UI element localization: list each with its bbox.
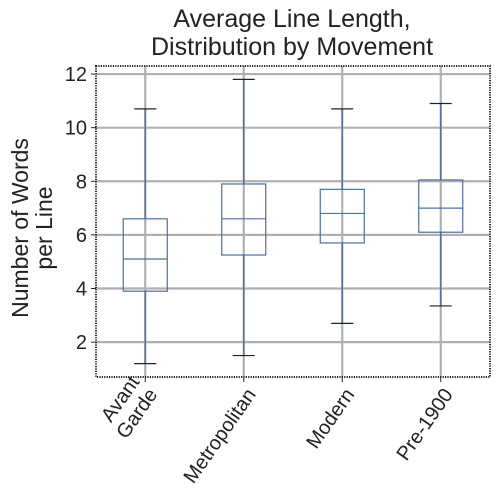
x-tick-label: Metropolitan xyxy=(180,385,261,488)
y-tick-label: 6 xyxy=(76,225,87,247)
y-tick-label: 10 xyxy=(65,118,87,140)
x-tick-label-line: Modern xyxy=(302,385,359,453)
chart-title: Average Line Length, Distribution by Mov… xyxy=(151,5,433,61)
y-tick-label: 12 xyxy=(65,64,87,86)
iqr-box xyxy=(319,188,365,244)
y-tick-label: 4 xyxy=(76,279,87,301)
iqr-box xyxy=(418,179,464,233)
y-axis-label-line-2: per Line xyxy=(31,186,57,269)
y-tick-label: 2 xyxy=(76,332,87,354)
iqr-box xyxy=(221,183,267,256)
box-group xyxy=(418,102,464,307)
chart-title-line-2: Distribution by Movement xyxy=(151,33,433,61)
grid-layer xyxy=(96,66,490,377)
y-axis-label-line-1: Number of Words xyxy=(7,138,33,318)
y-tick-label: 8 xyxy=(76,171,87,193)
x-tick-label: AvantGarde xyxy=(94,372,162,443)
x-tick-label: Modern xyxy=(302,385,359,453)
y-axis-label: Number of Words per Line xyxy=(7,138,57,318)
chart-title-line-1: Average Line Length, xyxy=(173,5,410,33)
x-tick-label: Pre-1900 xyxy=(393,385,458,465)
plot-frame xyxy=(95,65,491,378)
iqr-box xyxy=(122,218,168,292)
x-tick-label-line: Metropolitan xyxy=(180,385,261,488)
box-group xyxy=(122,108,168,365)
x-tick-label-line: Pre-1900 xyxy=(393,385,458,465)
box-group xyxy=(221,78,267,357)
box-group xyxy=(319,108,365,324)
box-layer xyxy=(122,78,464,365)
